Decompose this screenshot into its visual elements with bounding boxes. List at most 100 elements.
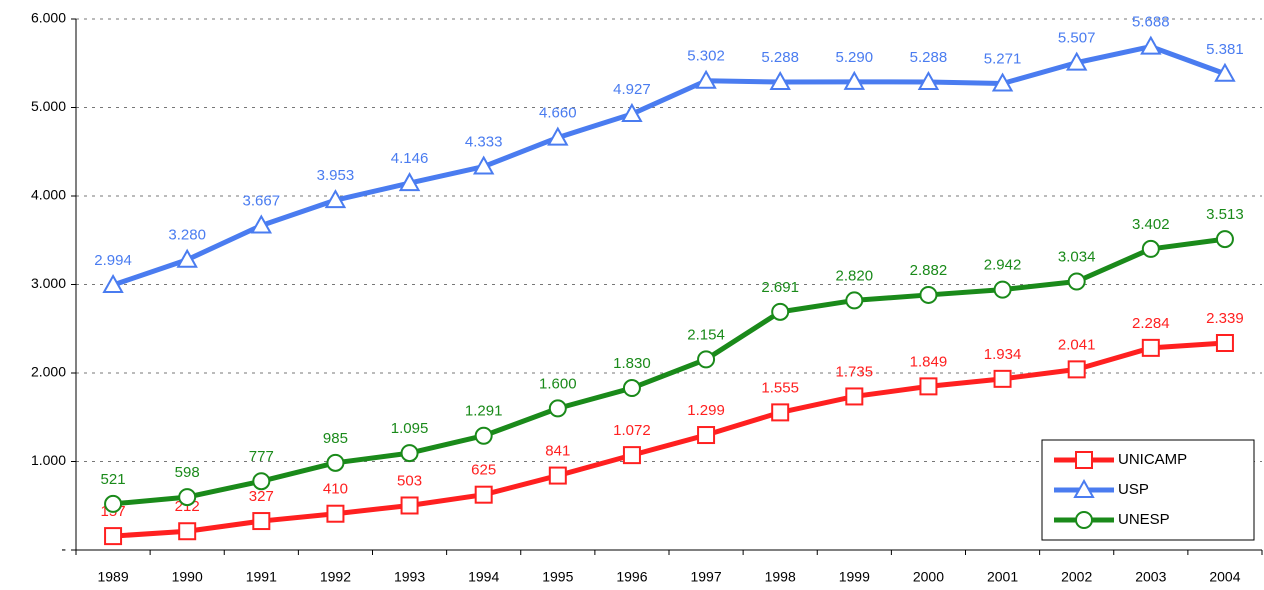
- marker-square: [622, 446, 641, 465]
- data-label: 3.667: [243, 192, 281, 209]
- data-label: 3.280: [168, 227, 206, 244]
- data-label: 5.381: [1206, 41, 1244, 58]
- marker-triangle: [250, 214, 273, 234]
- marker-circle: [1067, 272, 1086, 291]
- data-label: 1.934: [984, 346, 1022, 363]
- marker-circle: [178, 488, 197, 507]
- y-tick-label: 6.000: [31, 10, 66, 26]
- marker-circle: [993, 280, 1012, 299]
- data-label: 598: [175, 464, 200, 481]
- x-tick-label: 1993: [394, 569, 425, 585]
- data-label: 521: [101, 471, 126, 488]
- data-label: 3.034: [1058, 248, 1096, 265]
- marker-triangle: [843, 70, 866, 90]
- data-label: 5.271: [984, 50, 1022, 67]
- marker-circle: [771, 302, 790, 321]
- data-label: 5.507: [1058, 30, 1096, 47]
- data-label: 1.555: [761, 379, 799, 396]
- marker-circle: [548, 399, 567, 418]
- data-label: 1.291: [465, 403, 503, 420]
- x-tick-label: 1997: [690, 569, 721, 585]
- marker-triangle: [621, 102, 643, 122]
- marker-square: [1141, 338, 1160, 357]
- marker-triangle: [102, 273, 124, 294]
- marker-circle: [104, 494, 123, 513]
- marker-triangle: [695, 69, 717, 89]
- data-label: 503: [397, 472, 422, 489]
- x-tick-label: 2003: [1135, 569, 1166, 585]
- x-tick-label: 1999: [839, 569, 870, 585]
- marker-square: [252, 512, 271, 531]
- marker-square: [400, 496, 419, 515]
- data-label: 2.691: [761, 279, 799, 296]
- marker-triangle: [472, 155, 495, 175]
- x-tick-label: 2001: [987, 569, 1018, 585]
- marker-square: [548, 466, 567, 485]
- marker-circle: [845, 291, 864, 310]
- x-tick-label: 1992: [320, 569, 351, 585]
- legend-label: UNICAMP: [1118, 451, 1187, 468]
- data-label: 5.288: [910, 49, 948, 66]
- marker-square: [474, 485, 493, 504]
- series-line: [112, 340, 1226, 539]
- legend-label: UNESP: [1118, 511, 1170, 528]
- marker-square: [1067, 360, 1086, 379]
- data-label: 5.290: [836, 49, 874, 66]
- marker-triangle: [1065, 51, 1088, 71]
- x-tick-label: 1998: [765, 569, 796, 585]
- marker-square: [1075, 451, 1093, 469]
- y-tick-label: 1.000: [31, 452, 66, 468]
- marker-circle: [622, 379, 641, 398]
- data-label: 3.513: [1206, 206, 1244, 223]
- marker-circle: [1215, 230, 1234, 249]
- marker-triangle: [1140, 35, 1162, 55]
- marker-triangle: [917, 70, 940, 91]
- data-label: 2.339: [1206, 310, 1244, 327]
- data-label: 1.095: [391, 420, 429, 437]
- data-label: 5.288: [761, 49, 799, 66]
- marker-triangle: [176, 248, 198, 268]
- data-label: 4.146: [391, 150, 429, 167]
- series-line: [112, 44, 1226, 288]
- marker-square: [104, 527, 123, 546]
- y-tick-label: 3.000: [31, 275, 66, 291]
- marker-square: [326, 504, 345, 523]
- legend-label: USP: [1118, 481, 1149, 498]
- y-tick-label: 5.000: [31, 98, 66, 114]
- data-label: 2.994: [94, 252, 132, 269]
- x-tick-label: 1990: [172, 569, 203, 585]
- marker-circle: [252, 472, 271, 491]
- data-label: 1.735: [836, 363, 874, 380]
- data-label: 2.284: [1132, 315, 1170, 332]
- marker-circle: [919, 285, 938, 304]
- data-label: 1.299: [687, 402, 725, 419]
- marker-triangle: [991, 72, 1014, 92]
- x-tick-label: 1989: [97, 569, 128, 585]
- data-label: 2.942: [984, 257, 1022, 274]
- data-label: 5.302: [687, 48, 725, 65]
- data-label: 625: [471, 462, 496, 479]
- x-tick-label: 2004: [1209, 569, 1240, 585]
- x-tick-label: 1996: [616, 569, 647, 585]
- marker-circle: [1075, 511, 1093, 529]
- data-label: 1.849: [910, 353, 948, 370]
- data-label: 4.927: [613, 81, 651, 98]
- data-label: 985: [323, 430, 348, 447]
- marker-square: [1215, 333, 1234, 352]
- data-label: 2.820: [836, 267, 874, 284]
- marker-triangle: [769, 70, 791, 91]
- marker-square: [178, 522, 197, 541]
- data-label: 3.953: [317, 167, 355, 184]
- data-label: 2.154: [687, 326, 725, 343]
- marker-circle: [1141, 239, 1160, 258]
- marker-circle: [474, 426, 493, 445]
- x-tick-label: 2000: [913, 569, 944, 585]
- y-tick-label: 2.000: [31, 364, 66, 380]
- y-tick-label: -: [61, 541, 66, 557]
- marker-circle: [326, 453, 345, 472]
- marker-square: [845, 387, 864, 406]
- data-label: 1.072: [613, 422, 651, 439]
- marker-circle: [400, 444, 419, 463]
- x-tick-label: 1995: [542, 569, 573, 585]
